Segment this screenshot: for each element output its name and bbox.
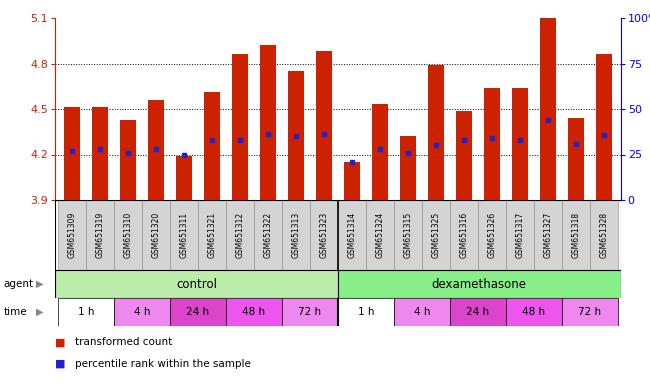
Bar (590, 200, 618, 270)
Bar (114, 200, 142, 270)
Bar (400, 136, 416, 200)
Text: ■: ■ (55, 337, 66, 347)
Bar (254, 200, 282, 270)
Bar (562, 200, 590, 270)
Text: 48 h: 48 h (523, 307, 545, 317)
Text: GSM651328: GSM651328 (599, 212, 608, 258)
Bar (142, 200, 170, 270)
Bar (176, 156, 192, 200)
Bar (260, 45, 276, 200)
Bar (86, 200, 114, 270)
Bar (148, 100, 164, 200)
Bar (484, 88, 500, 200)
Bar (120, 120, 136, 200)
Text: GSM651327: GSM651327 (543, 212, 552, 258)
Bar (394, 200, 422, 270)
Bar (338, 200, 366, 270)
Bar (506, 298, 562, 326)
Bar (450, 298, 506, 326)
Text: 24 h: 24 h (467, 307, 489, 317)
Text: GSM651325: GSM651325 (432, 212, 441, 258)
Text: transformed count: transformed count (75, 337, 172, 347)
Bar (282, 298, 338, 326)
Text: GSM651320: GSM651320 (151, 212, 161, 258)
Text: 4 h: 4 h (134, 307, 150, 317)
Text: GSM651312: GSM651312 (235, 212, 244, 258)
Bar (394, 298, 450, 326)
Text: agent: agent (3, 279, 33, 289)
Text: GSM651324: GSM651324 (376, 212, 385, 258)
Text: 1 h: 1 h (358, 307, 374, 317)
Bar (478, 200, 506, 270)
Text: GSM651322: GSM651322 (263, 212, 272, 258)
Text: dexamethasone: dexamethasone (432, 278, 527, 291)
Bar (596, 55, 612, 200)
Text: GSM651326: GSM651326 (488, 212, 497, 258)
Bar (289, 71, 304, 200)
Bar (568, 118, 584, 200)
Text: 48 h: 48 h (242, 307, 266, 317)
Bar (198, 200, 226, 270)
Bar (204, 92, 220, 200)
Bar (226, 298, 282, 326)
Bar (338, 270, 621, 298)
Bar (232, 55, 248, 200)
Bar (310, 200, 338, 270)
Text: 4 h: 4 h (414, 307, 430, 317)
Text: GSM651317: GSM651317 (515, 212, 525, 258)
Bar (226, 200, 254, 270)
Bar (58, 298, 114, 326)
Text: GSM651319: GSM651319 (96, 212, 105, 258)
Bar (512, 88, 528, 200)
Text: 72 h: 72 h (578, 307, 601, 317)
Bar (456, 111, 472, 200)
Text: control: control (176, 278, 217, 291)
Text: GSM651321: GSM651321 (207, 212, 216, 258)
Text: GSM651318: GSM651318 (571, 212, 580, 258)
Bar (338, 298, 394, 326)
Bar (366, 200, 394, 270)
Bar (428, 65, 444, 200)
Text: percentile rank within the sample: percentile rank within the sample (75, 359, 251, 369)
Bar (534, 200, 562, 270)
Text: GSM651310: GSM651310 (124, 212, 133, 258)
Text: GSM651323: GSM651323 (320, 212, 328, 258)
Bar (92, 108, 108, 200)
Bar (540, 18, 556, 200)
Bar (562, 298, 618, 326)
Text: GSM651313: GSM651313 (291, 212, 300, 258)
Bar (450, 200, 478, 270)
Text: GSM651315: GSM651315 (404, 212, 413, 258)
Bar (282, 200, 310, 270)
Text: GSM651309: GSM651309 (68, 212, 77, 258)
Text: GSM651311: GSM651311 (179, 212, 188, 258)
Bar (170, 200, 198, 270)
Text: ▶: ▶ (36, 279, 44, 289)
Bar (372, 104, 387, 200)
Bar (506, 200, 534, 270)
Bar (55, 270, 338, 298)
Text: 72 h: 72 h (298, 307, 322, 317)
Text: GSM651314: GSM651314 (348, 212, 356, 258)
Bar (344, 162, 359, 200)
Bar (170, 298, 226, 326)
Text: GSM651316: GSM651316 (460, 212, 469, 258)
Bar (114, 298, 170, 326)
Bar (317, 51, 332, 200)
Text: ▶: ▶ (36, 307, 44, 317)
Text: ■: ■ (55, 359, 66, 369)
Text: 1 h: 1 h (78, 307, 94, 317)
Bar (58, 200, 86, 270)
Text: time: time (3, 307, 27, 317)
Text: 24 h: 24 h (187, 307, 209, 317)
Bar (422, 200, 450, 270)
Bar (64, 108, 80, 200)
